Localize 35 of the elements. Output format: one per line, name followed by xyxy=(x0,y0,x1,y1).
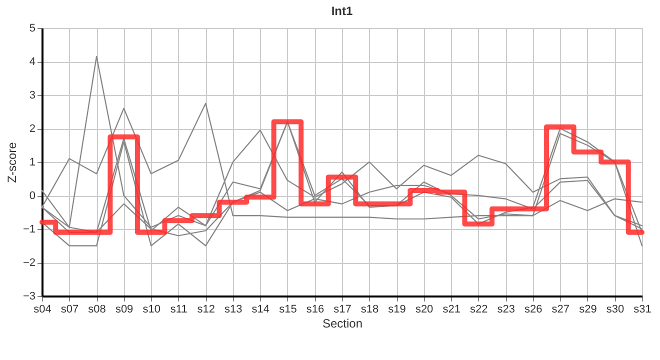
y-tick-label: −2 xyxy=(22,257,36,269)
y-tick-label: 2 xyxy=(29,123,36,135)
y-tick-label: −1 xyxy=(22,224,36,236)
x-tick-label: s29 xyxy=(579,304,597,316)
x-tick-label: s17 xyxy=(334,304,352,316)
x-tick-label: s30 xyxy=(606,304,624,316)
x-tick-label: s12 xyxy=(197,304,216,316)
y-axis-title: Z-score xyxy=(4,142,19,183)
x-tick-label: s21 xyxy=(442,304,460,316)
x-tick-label: s15 xyxy=(279,304,297,316)
y-tick-label: 4 xyxy=(29,56,36,68)
x-tick-label: s11 xyxy=(170,304,188,316)
x-tick-label: s08 xyxy=(88,304,106,316)
x-tick-label: s18 xyxy=(360,304,379,316)
y-tick-label: 5 xyxy=(29,22,36,34)
x-axis-title: Section xyxy=(322,316,363,330)
x-tick-label: s22 xyxy=(470,304,488,316)
y-tick-label: −3 xyxy=(22,290,36,302)
x-tick-label: s27 xyxy=(552,304,570,316)
y-tick-label: 0 xyxy=(29,190,36,202)
x-tick-label: s07 xyxy=(60,304,79,316)
x-tick-label: s23 xyxy=(497,304,516,316)
x-tick-label: s14 xyxy=(252,304,270,316)
x-tick-label: s04 xyxy=(34,304,52,316)
x-tick-label: s31 xyxy=(634,304,652,316)
x-tick-label: s09 xyxy=(115,304,134,316)
x-tick-label: s26 xyxy=(524,304,542,316)
x-tick-label: s19 xyxy=(388,304,406,316)
y-tick-label: 1 xyxy=(29,156,36,168)
x-tick-label: s16 xyxy=(306,304,324,316)
x-tick-label: s20 xyxy=(415,304,434,316)
x-tick-label: s13 xyxy=(224,304,242,316)
x-tick-label: s10 xyxy=(142,304,160,316)
y-tick-label: 3 xyxy=(29,90,36,102)
chart-title: Int1 xyxy=(331,4,353,18)
